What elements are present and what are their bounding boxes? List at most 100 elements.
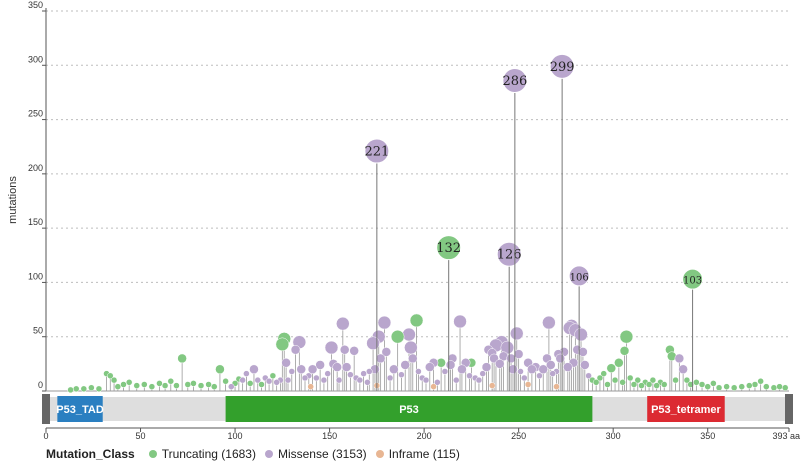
lollipop-point[interactable] [614,358,624,368]
lollipop-point[interactable] [324,370,331,377]
lollipop-point[interactable] [678,364,688,375]
lollipop-point[interactable] [730,384,738,391]
lollipop-point[interactable] [521,374,528,382]
lollipop-point[interactable] [453,376,460,384]
lollipop-point[interactable] [402,327,416,342]
lollipop-point[interactable] [400,360,410,370]
lollipop-point[interactable] [173,382,180,389]
lollipop-point[interactable] [296,364,306,375]
lollipop-point[interactable] [693,379,700,386]
lollipop-point[interactable] [513,349,524,359]
legend-item-truncating[interactable]: Truncating (1683) [148,447,256,461]
lollipop-point[interactable] [704,383,711,390]
hotspot-point[interactable] [502,67,528,93]
lollipop-point[interactable] [660,381,668,388]
lollipop-point[interactable] [336,316,350,331]
legend-item-missense[interactable]: Missense (3153) [264,447,367,461]
lollipop-point[interactable] [254,376,261,384]
lollipop-point[interactable] [239,376,246,384]
lollipop-point[interactable] [273,379,280,386]
protein-domain[interactable] [57,396,103,422]
lollipop-point[interactable] [776,383,783,390]
lollipop-point[interactable] [634,376,642,384]
lollipop-point[interactable] [284,376,292,384]
lollipop-point[interactable] [563,362,573,372]
lollipop-point[interactable] [389,364,399,375]
lollipop-point[interactable] [508,364,518,375]
lollipop-point[interactable] [364,379,371,386]
lollipop-point[interactable] [67,386,74,394]
lollipop-point[interactable] [600,370,607,377]
legend-item-inframe[interactable]: Inframe (115) [375,447,460,461]
lollipop-point[interactable] [307,383,314,390]
lollipop-point[interactable] [249,364,259,375]
lollipop-point[interactable] [457,364,467,375]
lollipop-point[interactable] [366,368,373,375]
lollipop-point[interactable] [375,353,386,364]
lollipop-point[interactable] [430,383,437,390]
lollipop-point[interactable] [349,346,359,356]
lollipop-point[interactable] [114,383,122,390]
lollipop-point[interactable] [542,315,556,330]
lollipop-point[interactable] [611,376,619,384]
lollipop-point[interactable] [246,380,254,387]
lollipop-point[interactable] [524,381,532,388]
lollipop-point[interactable] [335,376,343,384]
lollipop-point[interactable] [320,376,328,384]
lollipop-point[interactable] [674,353,685,364]
lollipop-point[interactable] [339,344,350,355]
lollipop-point[interactable] [574,327,588,342]
lollipop-point[interactable] [301,374,309,382]
lollipop-point[interactable] [781,384,789,391]
protein-domain[interactable] [225,396,593,422]
lollipop-point[interactable] [313,374,320,382]
lollipop-point[interactable] [630,381,638,388]
lollipop-point[interactable] [366,336,380,350]
lollipop-point[interactable] [415,368,422,375]
lollipop-point[interactable] [190,380,197,387]
lollipop-point[interactable] [141,381,148,388]
lollipop-point[interactable] [715,384,723,391]
lollipop-point[interactable] [488,382,496,389]
lollipop-point[interactable] [546,360,556,370]
lollipop-point[interactable] [553,383,560,390]
lollipop-point[interactable] [408,353,418,364]
lollipop-point[interactable] [510,326,524,341]
lollipop-point[interactable] [580,360,590,370]
lollipop-point[interactable] [197,382,205,389]
lollipop-point[interactable] [243,370,250,377]
lollipop-point[interactable] [619,346,630,356]
lollipop-point[interactable] [125,379,133,386]
lollipop-point[interactable] [672,376,679,384]
lollipop-point[interactable] [80,385,88,393]
lollipop-point[interactable] [527,364,537,375]
lollipop-point[interactable] [148,383,156,390]
lollipop-point[interactable] [770,384,778,391]
lollipop-point[interactable] [453,314,467,329]
lollipop-point[interactable] [738,383,745,390]
lollipop-point[interactable] [653,382,660,389]
lollipop-point[interactable] [506,353,516,364]
lollipop-point[interactable] [133,382,140,389]
lollipop-point[interactable] [434,379,441,386]
lollipop-point[interactable] [72,385,80,393]
lollipop-point[interactable] [445,360,456,370]
lollipop-point[interactable] [377,315,392,330]
lollipop-point[interactable] [422,376,430,384]
hotspot-point[interactable] [682,268,704,290]
lollipop-point[interactable] [425,362,435,372]
lollipop-point[interactable] [167,377,175,385]
lollipop-point[interactable] [269,372,277,380]
lollipop-point[interactable] [475,376,483,384]
lollipop-point[interactable] [265,377,273,385]
lollipop-point[interactable] [356,376,364,384]
lollipop-point[interactable] [757,377,764,385]
lollipop-point[interactable] [184,381,192,388]
lollipop-point[interactable] [649,376,657,384]
lollipop-point[interactable] [156,380,163,387]
lollipop-point[interactable] [281,358,291,368]
lollipop-point[interactable] [107,372,114,380]
lollipop-point[interactable] [211,383,218,390]
lollipop-point[interactable] [341,362,352,372]
lollipop-point[interactable] [592,379,600,386]
